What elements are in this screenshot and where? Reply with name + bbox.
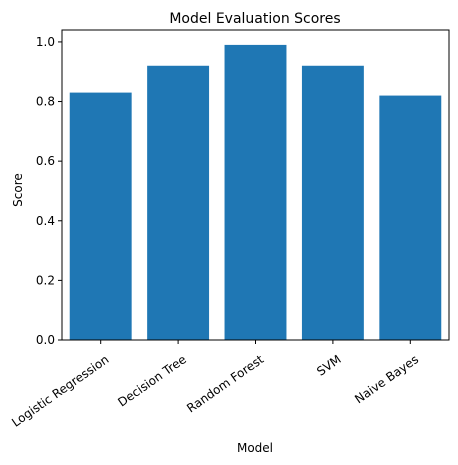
y-tick-label: 0.2 bbox=[36, 273, 55, 287]
x-tick-label: Decision Tree bbox=[115, 352, 188, 409]
y-tick-label: 0.8 bbox=[36, 95, 55, 109]
bar-random-forest bbox=[224, 44, 287, 341]
y-tick-label: 0.0 bbox=[36, 333, 55, 347]
bar-logistic-regression bbox=[69, 92, 132, 340]
plot-area bbox=[61, 29, 450, 341]
y-tick-label: 0.6 bbox=[36, 154, 55, 168]
x-tick-label: SVM bbox=[314, 352, 343, 378]
x-tick-label: Naive Bayes bbox=[352, 352, 421, 406]
x-tick-label: Logistic Regression bbox=[9, 352, 111, 429]
x-tick-label: Random Forest bbox=[184, 352, 266, 415]
bar-svm bbox=[301, 65, 364, 341]
bar-naive-bayes bbox=[379, 95, 442, 340]
x-axis-label: Model bbox=[237, 441, 273, 455]
chart-title: Model Evaluation Scores bbox=[169, 11, 340, 27]
y-axis: 0.0 0.2 0.4 0.6 0.8 1.0 bbox=[36, 35, 62, 347]
y-tick-label: 1.0 bbox=[36, 35, 55, 49]
y-axis-label: Score bbox=[11, 173, 25, 207]
bar-decision-tree bbox=[147, 65, 210, 341]
y-tick-label: 0.4 bbox=[36, 214, 55, 228]
